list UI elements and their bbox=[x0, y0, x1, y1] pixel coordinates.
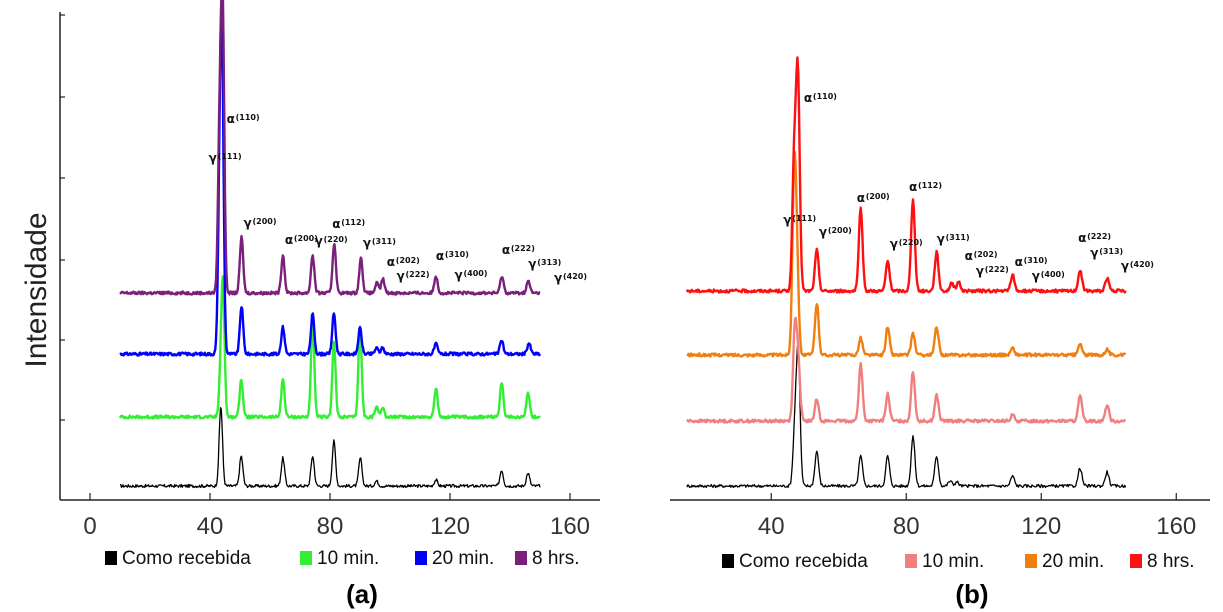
x-tick-label: 160 bbox=[550, 513, 590, 540]
legend-swatch bbox=[905, 554, 917, 568]
peak-annotation: γ bbox=[528, 257, 536, 271]
peak-annotation: γ bbox=[1032, 269, 1040, 283]
peak-annotation-hkl: (313) bbox=[1099, 247, 1123, 256]
series-line-20-min bbox=[686, 150, 1127, 358]
peak-annotation-hkl: (420) bbox=[1130, 260, 1154, 269]
peak-annotation-hkl: (313) bbox=[537, 258, 561, 267]
peak-annotation: α bbox=[909, 180, 917, 194]
legend-label: 10 min. bbox=[317, 548, 379, 569]
x-tick-label: 40 bbox=[197, 513, 224, 540]
peak-annotation-hkl: (400) bbox=[464, 269, 488, 278]
peak-annotation-hkl: (400) bbox=[1041, 270, 1065, 279]
x-tick-label: 40 bbox=[758, 513, 785, 540]
peak-annotation-hkl: (111) bbox=[792, 214, 816, 223]
peak-annotation: α bbox=[804, 91, 812, 105]
peak-annotation: α bbox=[857, 191, 865, 205]
peak-annotation-hkl: (200) bbox=[866, 192, 890, 201]
peak-annotation-hkl: (220) bbox=[899, 238, 923, 247]
peak-annotation-hkl: (200) bbox=[828, 226, 852, 235]
legend-swatch bbox=[300, 551, 312, 565]
x-tick-label: 120 bbox=[1021, 513, 1061, 540]
peak-annotation-hkl: (220) bbox=[324, 235, 348, 244]
peak-annotation: γ bbox=[1090, 246, 1098, 260]
x-tick-label: 80 bbox=[317, 513, 344, 540]
peak-annotation: γ bbox=[455, 268, 463, 282]
peak-annotation: α bbox=[285, 233, 293, 247]
legend-label: Como recebida bbox=[739, 551, 868, 572]
x-tick-label: 160 bbox=[1156, 513, 1196, 540]
peak-annotation-hkl: (310) bbox=[445, 250, 469, 259]
peak-annotation: γ bbox=[397, 269, 405, 283]
x-tick-label: 0 bbox=[83, 513, 96, 540]
legend-label: 20 min. bbox=[1042, 551, 1104, 572]
peak-annotation: γ bbox=[783, 213, 791, 227]
legend-label: Como recebida bbox=[122, 548, 251, 569]
peak-annotation-hkl: (311) bbox=[372, 237, 396, 246]
series-line-como-recebida bbox=[686, 345, 1127, 489]
peak-annotation-hkl: (110) bbox=[236, 113, 260, 122]
legend-swatch bbox=[1130, 554, 1142, 568]
peak-annotation: α bbox=[436, 249, 444, 263]
legend-swatch bbox=[415, 551, 427, 565]
peak-annotation: γ bbox=[363, 236, 371, 250]
series-line-8-hrs bbox=[685, 56, 1127, 294]
legend-swatch bbox=[515, 551, 527, 565]
peak-annotation-hkl: (110) bbox=[813, 92, 837, 101]
peak-annotation: α bbox=[502, 243, 510, 257]
peak-annotation: γ bbox=[554, 271, 562, 285]
peak-annotation: γ bbox=[890, 237, 898, 251]
peak-annotation-hkl: (202) bbox=[396, 256, 420, 265]
peak-annotation: α bbox=[227, 112, 235, 126]
peak-annotation-hkl: (222) bbox=[985, 265, 1009, 274]
peak-annotation-hkl: (222) bbox=[511, 244, 535, 253]
legend-label: 8 hrs. bbox=[532, 548, 580, 569]
y-axis-label: Intensidade bbox=[20, 212, 53, 367]
series-line-8-hrs bbox=[119, 0, 541, 296]
panel-b-label: (b) bbox=[955, 579, 988, 609]
legend-label: 10 min. bbox=[922, 551, 984, 572]
peak-annotation: γ bbox=[819, 225, 827, 239]
legend-swatch bbox=[105, 551, 117, 565]
peak-annotation: γ bbox=[976, 264, 984, 278]
peak-annotation: γ bbox=[209, 151, 217, 165]
peak-annotation-hkl: (222) bbox=[1087, 232, 1111, 241]
peak-annotation-hkl: (311) bbox=[946, 233, 970, 242]
series-line-10-min bbox=[118, 275, 541, 420]
peak-annotation: γ bbox=[1121, 259, 1129, 273]
panel-a-label: (a) bbox=[346, 579, 378, 609]
peak-annotation: γ bbox=[244, 216, 252, 230]
peak-annotation-hkl: (111) bbox=[218, 152, 242, 161]
peak-annotation-hkl: (112) bbox=[918, 181, 942, 190]
x-tick-label: 120 bbox=[430, 513, 470, 540]
peak-annotation-hkl: (222) bbox=[406, 270, 430, 279]
peak-annotation-hkl: (202) bbox=[974, 250, 998, 259]
peak-annotation-hkl: (420) bbox=[563, 272, 587, 281]
peak-annotation-hkl: (200) bbox=[294, 234, 318, 243]
peak-annotation: α bbox=[1015, 255, 1023, 269]
legend-label: 8 hrs. bbox=[1147, 551, 1195, 572]
legend-swatch bbox=[722, 554, 734, 568]
peak-annotation: α bbox=[1078, 231, 1086, 245]
peak-annotation-hkl: (310) bbox=[1024, 256, 1048, 265]
peak-annotation-hkl: (200) bbox=[253, 217, 277, 226]
series-line-10-min bbox=[686, 316, 1127, 424]
legend-label: 20 min. bbox=[432, 548, 494, 569]
series-line-como-recebida bbox=[119, 406, 541, 489]
x-tick-label: 80 bbox=[893, 513, 920, 540]
series-line-20-min bbox=[119, 12, 542, 357]
peak-annotation: α bbox=[387, 255, 395, 269]
legend-swatch bbox=[1025, 554, 1037, 568]
peak-annotation: γ bbox=[315, 234, 323, 248]
peak-annotation: α bbox=[332, 217, 340, 231]
peak-annotation-hkl: (112) bbox=[341, 218, 365, 227]
peak-annotation: γ bbox=[937, 232, 945, 246]
peak-annotation: α bbox=[965, 249, 973, 263]
